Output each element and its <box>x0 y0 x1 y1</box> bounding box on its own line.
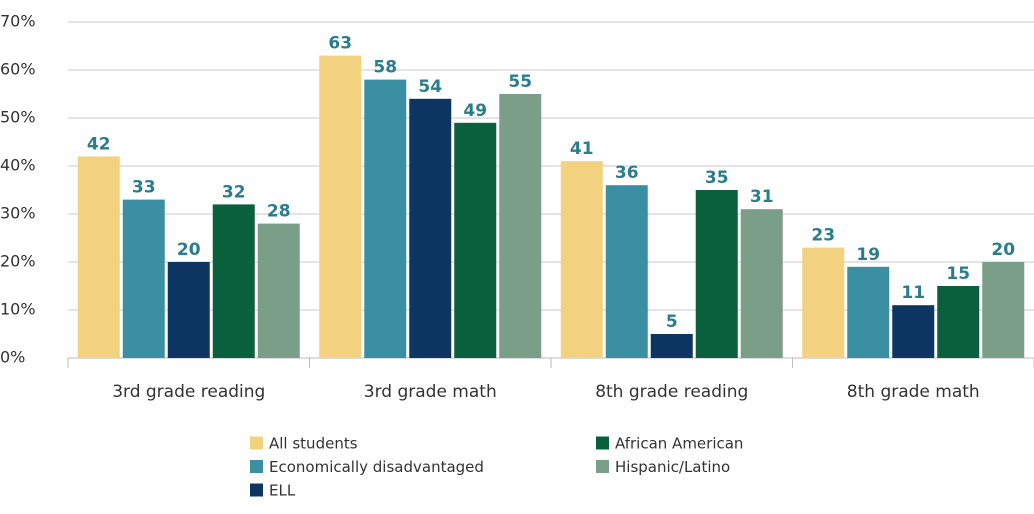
y-tick-label: 10% <box>0 300 36 319</box>
y-tick-label: 70% <box>0 12 36 31</box>
legend-label: All students <box>269 435 358 453</box>
bar <box>937 286 980 358</box>
bar <box>212 204 255 358</box>
value-label: 5 <box>666 312 678 332</box>
legend-label: ELL <box>269 482 296 500</box>
bar <box>740 209 783 358</box>
y-tick-label: 0% <box>0 348 25 367</box>
value-label: 58 <box>373 58 397 78</box>
bar <box>892 305 935 358</box>
value-label: 32 <box>222 182 246 202</box>
x-tick-label: 8th grade reading <box>595 382 748 402</box>
y-tick-label: 20% <box>0 252 36 271</box>
value-label: 20 <box>177 240 201 260</box>
value-label: 63 <box>328 34 352 54</box>
legend-swatch <box>250 460 263 473</box>
value-label: 15 <box>946 264 970 284</box>
value-label: 49 <box>463 101 487 121</box>
legend-label: African American <box>615 435 743 453</box>
x-tick-label: 3rd grade math <box>364 382 497 402</box>
value-label: 28 <box>267 202 291 222</box>
bar <box>77 156 120 358</box>
legend-swatch <box>596 460 609 473</box>
y-tick-label: 60% <box>0 60 36 79</box>
legend-swatch <box>596 436 609 450</box>
legend-label: Economically disadvantaged <box>269 458 484 476</box>
bar <box>409 98 452 359</box>
bar <box>982 262 1025 358</box>
value-label: 36 <box>615 163 639 183</box>
bar <box>499 94 542 358</box>
bar <box>167 262 210 358</box>
bar <box>650 334 693 358</box>
value-label: 42 <box>87 134 111 154</box>
value-label: 54 <box>418 77 442 97</box>
bar <box>454 122 497 358</box>
value-label: 20 <box>991 240 1015 260</box>
y-tick-label: 40% <box>0 156 36 175</box>
value-label: 55 <box>508 72 532 92</box>
legend-swatch <box>250 436 263 450</box>
bar <box>122 199 165 358</box>
bar <box>560 161 603 358</box>
value-label: 19 <box>856 245 880 265</box>
value-label: 35 <box>705 168 729 188</box>
bar <box>847 266 890 358</box>
legend-swatch <box>250 483 263 497</box>
bar <box>319 55 362 358</box>
bar <box>364 79 407 358</box>
bar <box>802 247 845 358</box>
value-label: 31 <box>750 187 774 207</box>
bar <box>257 223 300 358</box>
bar <box>605 185 648 358</box>
value-label: 23 <box>811 226 835 246</box>
y-tick-label: 30% <box>0 204 36 223</box>
y-tick-label: 50% <box>0 108 36 127</box>
x-tick-label: 3rd grade reading <box>112 382 265 402</box>
value-label: 11 <box>901 283 925 303</box>
value-label: 33 <box>132 178 156 198</box>
legend-label: Hispanic/Latino <box>615 458 730 476</box>
bar <box>695 190 738 358</box>
value-label: 41 <box>570 139 594 159</box>
x-tick-label: 8th grade math <box>847 382 980 402</box>
